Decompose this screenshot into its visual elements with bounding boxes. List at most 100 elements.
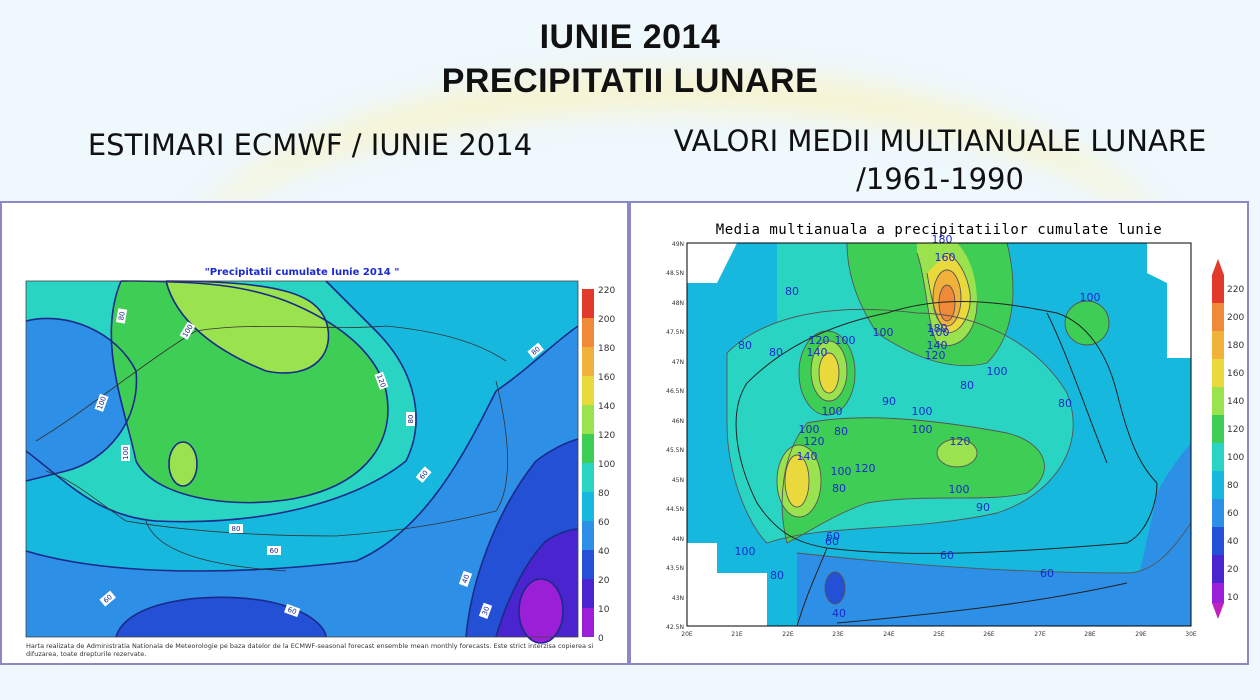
contour-label: 100 — [831, 465, 852, 478]
contour-label: 100 — [949, 483, 970, 496]
contour-label: 40 — [461, 573, 472, 584]
field-20-40 — [825, 572, 845, 604]
colorbar-tick: 100 — [1227, 453, 1244, 463]
y-axis-label: 48.5N — [666, 270, 684, 277]
contour-label: 140 — [797, 450, 818, 463]
contour-lines — [726, 242, 1192, 605]
colorbar-tick: 20 — [1227, 565, 1239, 575]
colorbar-tick: 180 — [598, 344, 615, 354]
field-40-60 — [26, 326, 578, 637]
sea-region — [1127, 443, 1191, 626]
colorbar-tick: 120 — [598, 431, 615, 441]
field-south-100-120 — [782, 417, 1045, 543]
contour-label-box — [267, 546, 281, 555]
x-axis-label: 29E — [1135, 631, 1147, 638]
x-axis-label: 25E — [933, 631, 945, 638]
contour-label: 80 — [769, 346, 783, 359]
colorbar-tick: 10 — [1227, 593, 1239, 603]
field-west-40-60-overlay — [26, 281, 137, 481]
colorbar-swatch-180-200 — [1212, 303, 1224, 331]
y-axis-label: 45.5N — [666, 447, 684, 454]
colorbar-top-arrow — [1212, 259, 1224, 275]
contour-label: 60 — [940, 549, 954, 562]
contour-label: 60 — [418, 469, 430, 481]
colorbar-swatch-80-100 — [582, 463, 594, 492]
colorbar-swatch-80-100 — [1212, 443, 1224, 471]
left-colorbar: 220 200 180 160 140 120 100 80 60 40 20 … — [582, 286, 615, 644]
colorbar-swatch-60-80 — [1212, 471, 1224, 499]
page-title-line1: IUNIE 2014 — [539, 18, 721, 56]
right-colorbar: 220 200 180 160 140 120 100 80 60 40 20 … — [1212, 259, 1244, 619]
contour-label: 100 — [987, 365, 1008, 378]
contour-label: 80 — [834, 425, 848, 438]
colorbar-tick: 100 — [598, 460, 615, 470]
left-map-footnote: Harta realizata de Administratia Nationa… — [26, 642, 594, 658]
y-axis-label: 47.5N — [666, 329, 684, 336]
y-axis-label: 47N — [672, 359, 684, 366]
colorbar-tick: 10 — [598, 605, 610, 615]
field-180-200 — [939, 285, 955, 321]
x-axis-label: 26E — [983, 631, 995, 638]
contour-label: 60 — [286, 606, 297, 617]
colorbar-swatch-10-20 — [582, 579, 594, 608]
right-panel-heading-line2: /1961-1990 — [856, 162, 1024, 196]
contour-label: 80 — [960, 379, 974, 392]
colorbar-swatch-10-20 — [1212, 555, 1224, 583]
contour-label: 80 — [738, 339, 752, 352]
colorbar-swatch-0-10 — [1212, 583, 1224, 603]
colorbar-swatch-160-180 — [1212, 331, 1224, 359]
contour-label: 90 — [882, 395, 896, 408]
contour-label: 100 — [822, 405, 843, 418]
colorbar-tick: 120 — [1227, 425, 1244, 435]
ecmwf-forecast-map-panel: "Precipitatii cumulate Iunie 2014 " — [0, 201, 629, 665]
field-0-10 — [519, 579, 563, 643]
colorbar-swatch-20-40 — [1212, 527, 1224, 555]
page-title-line2: PRECIPITATII LUNARE — [441, 62, 819, 100]
country-borders — [735, 300, 1158, 627]
y-axis-label: 43.5N — [666, 565, 684, 572]
contour-label-box — [115, 308, 128, 324]
contour-label: 140 — [807, 346, 828, 359]
x-axis-label: 28E — [1084, 631, 1096, 638]
colorbar-swatch-160-180 — [582, 347, 594, 376]
contour-label: 80 — [232, 525, 241, 533]
map-mask — [687, 543, 717, 626]
colorbar-bottom-arrow — [1212, 603, 1224, 619]
contour-label-box — [229, 524, 243, 533]
contour-label: 100 — [929, 326, 950, 339]
field-120-140-blob — [169, 442, 197, 486]
field-140-160-blob-south — [785, 455, 809, 507]
colorbar-swatch-200-220 — [1212, 275, 1224, 303]
colorbar-swatch-0-10 — [582, 608, 594, 637]
colorbar-swatch-180-200 — [582, 318, 594, 347]
contour-label: 120 — [809, 334, 830, 347]
colorbar-tick: 200 — [598, 315, 615, 325]
contour-label: 100 — [1080, 291, 1101, 304]
colorbar-tick: 0 — [598, 634, 604, 644]
field-100-120-blob-east — [1065, 301, 1109, 345]
contour-label-box — [179, 321, 196, 340]
y-axis-label: 44.5N — [666, 506, 684, 513]
contour-lines — [25, 280, 579, 644]
field-120-140-blob-center — [937, 439, 977, 467]
ecmwf-forecast-map: "Precipitatii cumulate Iunie 2014 " — [25, 267, 615, 644]
colorbar-swatch-120-140 — [582, 405, 594, 434]
colorbar-swatch-140-160 — [582, 376, 594, 405]
contour-label: 100 — [912, 423, 933, 436]
contour-label: 60 — [102, 593, 114, 605]
contour-label: 80 — [1058, 397, 1072, 410]
colorbar-tick: 220 — [1227, 285, 1244, 295]
field-40-60 — [797, 523, 1191, 626]
contour-label: 100 — [873, 326, 894, 339]
contour-label-box — [374, 371, 389, 390]
contour-label-box — [99, 590, 116, 607]
contour-label: 100 — [122, 446, 130, 459]
field-140-160-blob — [819, 353, 839, 393]
y-axis-label: 48N — [672, 300, 684, 307]
x-axis-label: 23E — [832, 631, 844, 638]
contour-label: 160 — [935, 251, 956, 264]
colorbar-swatch-200-220 — [582, 289, 594, 318]
contour-label: 120 — [804, 435, 825, 448]
contour-label: 80 — [785, 285, 799, 298]
contour-label: 30 — [481, 605, 492, 616]
